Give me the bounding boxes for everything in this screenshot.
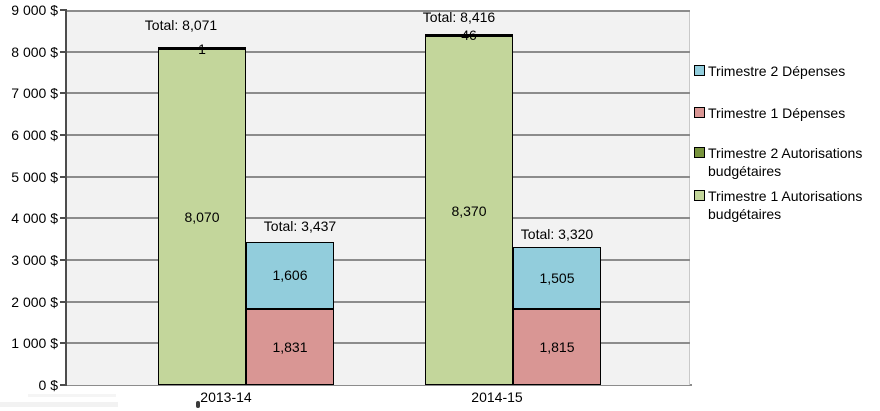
bar-segment (513, 309, 601, 385)
ytick-mark (60, 50, 67, 53)
bar-segment-label: 46 (461, 27, 477, 44)
ytick-mark (60, 175, 67, 178)
legend-swatch-icon (694, 107, 705, 118)
legend-item: Trimestre 1 Autorisations budgétaires (694, 187, 876, 223)
legend-label: Trimestre 1 Autorisations budgétaires (708, 188, 863, 222)
ytick-label: 6 000 $ (11, 127, 58, 143)
ytick-label: 2 000 $ (11, 293, 58, 310)
legend-label: Trimestre 2 Dépenses (708, 63, 846, 79)
x-axis-line (65, 384, 692, 386)
bar-segment-label: 1 (198, 40, 206, 57)
ytick-mark (60, 9, 67, 11)
ytick-label: 3 000 $ (11, 252, 58, 268)
bar-2013-14-autorisations-budgetaires: 8,070 1 (158, 41, 246, 385)
scan-artifact (0, 402, 118, 407)
plot-area: 8,070 1 1,831 1,606 8,370 46 1,815 1,505 (67, 10, 690, 385)
bar-segment-label: 1,831 (272, 338, 308, 355)
legend-swatch-icon (694, 65, 705, 76)
gridline (67, 342, 690, 345)
ytick-label: 4 000 $ (11, 210, 58, 227)
ytick-label: 9 000 $ (11, 2, 58, 18)
gridline (67, 259, 690, 261)
ytick-mark (60, 384, 67, 386)
total-label: Total: 3,320 (520, 226, 594, 242)
category-label: 2014-15 (471, 389, 523, 405)
ytick-label: 7 000 $ (11, 85, 58, 102)
bar-2013-14-depenses: 1,831 1,606 (246, 241, 334, 385)
gridline (67, 50, 690, 53)
ytick-label: 0 $ (38, 377, 58, 393)
gridline (67, 92, 690, 95)
y-axis-line (65, 10, 67, 386)
legend-label: Trimestre 1 Dépenses (708, 105, 846, 121)
gridline (67, 10, 690, 12)
ytick-label: 1 000 $ (11, 335, 58, 352)
bar-segment (158, 46, 246, 49)
legend-swatch-icon (694, 147, 705, 158)
bar-segment (513, 246, 601, 310)
bar-segment-label: 8,070 (184, 208, 220, 225)
legend-item: Trimestre 1 Dépenses (694, 104, 876, 122)
gridline (67, 175, 690, 178)
legend-label: Trimestre 2 Autorisations budgétaires (708, 145, 863, 179)
bar-segment (158, 48, 246, 385)
scan-artifact (28, 394, 116, 397)
ytick-mark (60, 300, 67, 303)
bar-segment (246, 241, 334, 309)
total-label: Total: 8,071 (144, 17, 218, 33)
category-label: 2013-14 (200, 389, 252, 405)
ytick-mark (60, 217, 67, 220)
plot-right-border (689, 10, 690, 385)
bar-segment (425, 34, 513, 37)
bar-segment (425, 36, 513, 385)
ytick-mark (60, 342, 67, 345)
bar-segment-label: 1,505 (539, 270, 575, 287)
bar-segment-label: 1,606 (272, 267, 308, 284)
ytick-label: 8 000 $ (11, 43, 58, 60)
bar-2014-15-depenses: 1,815 1,505 (513, 246, 601, 385)
bar-segment-label: 1,815 (539, 339, 575, 356)
gridline (67, 217, 690, 220)
bar-2014-15-autorisations-budgetaires: 8,370 46 (425, 27, 513, 385)
legend-swatch-icon (694, 190, 705, 201)
ytick-label: 5 000 $ (11, 168, 58, 185)
scan-artifact (196, 401, 200, 408)
ytick-mark (60, 134, 67, 136)
total-label: Total: 8,416 (422, 9, 496, 25)
bar-segment-label: 8,370 (451, 202, 487, 219)
ytick-mark (60, 92, 67, 95)
ytick-mark (60, 259, 67, 261)
bar-segment (246, 308, 334, 385)
legend-item: Trimestre 2 Dépenses (694, 62, 876, 80)
legend-item: Trimestre 2 Autorisations budgétaires (694, 144, 876, 180)
total-label: Total: 3,437 (263, 218, 337, 234)
gridline (67, 300, 690, 303)
gridline (67, 134, 690, 136)
